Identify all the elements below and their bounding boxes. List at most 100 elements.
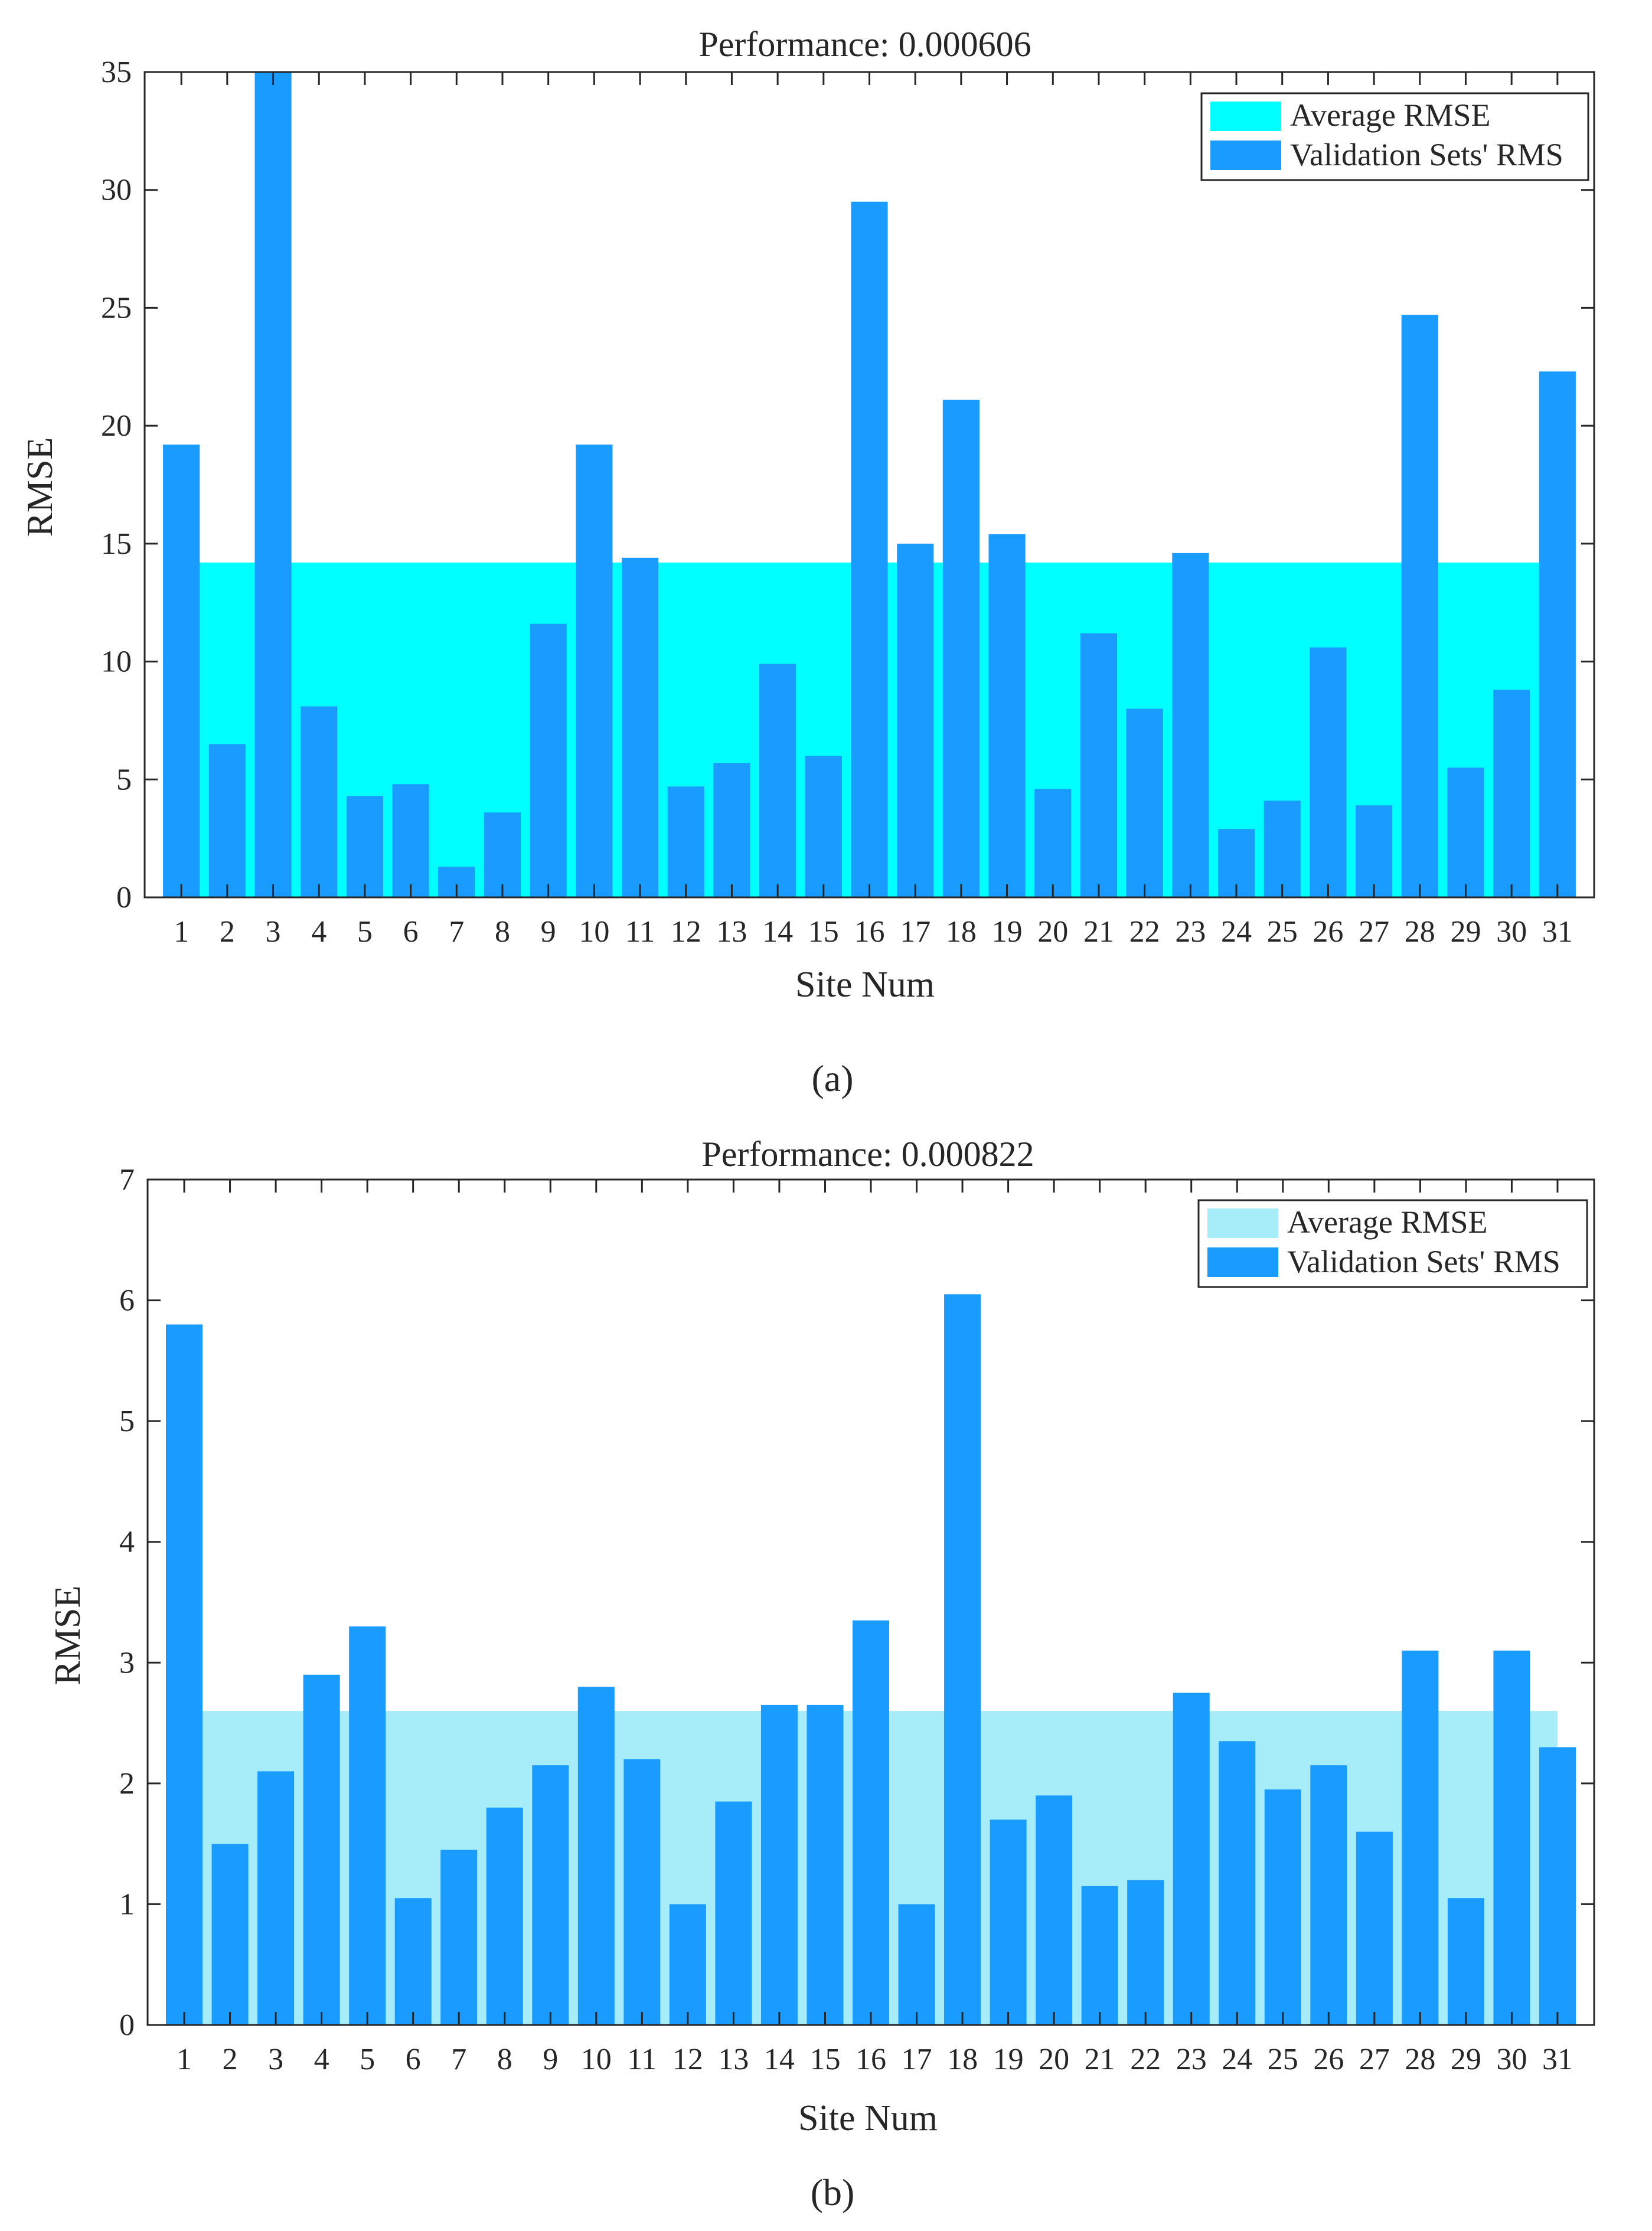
x-tick-label: 3 <box>268 2043 283 2076</box>
x-tick-label: 30 <box>1496 2043 1527 2076</box>
bar-site-27 <box>1356 805 1393 897</box>
chart-b-legend: Average RMSE Validation Sets' RMS <box>1197 1199 1588 1288</box>
bar-site-5 <box>349 1626 386 2025</box>
y-tick-label: 2 <box>119 1767 135 1801</box>
x-tick-label: 7 <box>449 915 464 949</box>
bar-site-12 <box>667 786 704 897</box>
bar-site-4 <box>301 706 338 897</box>
x-tick-label: 12 <box>672 2043 703 2076</box>
x-tick-label: 26 <box>1313 915 1343 949</box>
legend-b-label-average: Average RMSE <box>1287 1204 1487 1240</box>
x-tick-label: 13 <box>716 915 747 949</box>
bar-site-20 <box>1036 1795 1073 2025</box>
bar-site-13 <box>713 763 750 897</box>
x-tick-label: 10 <box>579 915 609 949</box>
bar-site-6 <box>394 1898 432 2025</box>
y-tick-label: 0 <box>116 881 132 914</box>
x-tick-label: 16 <box>854 915 885 949</box>
chart-a-title: Performance: 0.000606 <box>698 25 1031 64</box>
bar-site-31 <box>1539 1747 1576 2025</box>
bar-site-3 <box>254 72 292 897</box>
x-tick-label: 5 <box>360 2043 375 2076</box>
bar-site-25 <box>1264 1789 1301 2025</box>
bar-site-8 <box>486 1807 523 2025</box>
panel-b-label: (b) <box>811 2171 855 2213</box>
x-tick-label: 8 <box>495 915 510 949</box>
bar-site-5 <box>346 796 383 897</box>
x-tick-label: 3 <box>266 915 281 949</box>
bar-site-23 <box>1173 1693 1210 2025</box>
x-tick-label: 2 <box>220 915 235 949</box>
y-tick-label: 10 <box>101 645 132 679</box>
bar-site-20 <box>1034 789 1072 897</box>
x-tick-label: 13 <box>718 2043 749 2076</box>
x-tick-label: 26 <box>1313 2043 1344 2076</box>
y-tick-label: 35 <box>101 55 132 89</box>
x-tick-label: 21 <box>1083 915 1114 949</box>
x-tick-label: 19 <box>993 2043 1024 2076</box>
x-tick-label: 29 <box>1451 2043 1481 2076</box>
bar-site-29 <box>1447 767 1484 897</box>
legend-a-label-bars: Validation Sets' RMS <box>1290 137 1563 172</box>
x-tick-label: 9 <box>541 915 556 949</box>
x-tick-label: 6 <box>406 2043 421 2076</box>
bar-site-26 <box>1310 1765 1347 2025</box>
chart-a-xlabel: Site Num <box>795 965 935 1005</box>
chart-a-ylabel: RMSE <box>20 437 60 537</box>
x-tick-label: 23 <box>1175 915 1206 949</box>
bar-site-13 <box>715 1801 752 2025</box>
bar-site-1 <box>163 445 200 897</box>
legend-a-swatch-average <box>1210 102 1281 131</box>
x-tick-label: 10 <box>581 2043 612 2076</box>
legend-a-label-average: Average RMSE <box>1290 97 1490 133</box>
y-tick-label: 25 <box>101 291 132 325</box>
x-tick-label: 14 <box>764 2043 795 2076</box>
bar-site-15 <box>805 756 842 897</box>
y-tick-label: 1 <box>119 1887 135 1921</box>
chart-b-bars <box>166 1294 1576 2025</box>
bar-site-19 <box>990 1820 1027 2025</box>
x-tick-label: 15 <box>808 915 839 949</box>
x-tick-label: 20 <box>1039 2043 1069 2076</box>
x-tick-label: 4 <box>314 2043 329 2076</box>
y-tick-label: 20 <box>101 409 132 443</box>
bar-site-22 <box>1127 1880 1164 2025</box>
x-tick-label: 12 <box>671 915 701 949</box>
x-tick-label: 31 <box>1542 915 1573 949</box>
bar-site-9 <box>530 623 567 897</box>
x-tick-label: 25 <box>1268 2043 1298 2076</box>
x-tick-label: 6 <box>403 915 419 949</box>
chart-a-x-ticks: 1 2 3 4 5 6 7 8 9 10 11 12 13 14 15 16 17 18 19 20 21 22 23 24 2… <box>174 72 1573 949</box>
x-tick-label: 15 <box>809 2043 840 2076</box>
x-tick-label: 14 <box>762 915 793 949</box>
y-tick-label: 4 <box>119 1526 135 1559</box>
x-tick-label: 27 <box>1359 2043 1390 2076</box>
bar-site-18 <box>944 1294 981 2025</box>
x-tick-label: 18 <box>946 915 977 949</box>
bar-site-7 <box>440 1850 478 2025</box>
bar-site-11 <box>623 1759 661 2025</box>
x-tick-label: 18 <box>947 2043 978 2076</box>
panel-a-label: (a) <box>811 1057 853 1099</box>
x-tick-label: 11 <box>627 2043 657 2076</box>
bar-site-17 <box>898 1904 935 2025</box>
x-tick-label: 28 <box>1405 915 1435 949</box>
x-tick-label: 22 <box>1130 2043 1161 2076</box>
x-tick-label: 25 <box>1267 915 1298 949</box>
x-tick-label: 20 <box>1037 915 1068 949</box>
bar-site-24 <box>1219 1741 1256 2025</box>
x-tick-label: 16 <box>856 2043 886 2076</box>
x-tick-label: 17 <box>900 915 931 949</box>
bar-site-15 <box>807 1704 844 2025</box>
x-tick-label: 27 <box>1359 915 1389 949</box>
x-tick-label: 11 <box>625 915 655 949</box>
x-tick-label: 1 <box>177 2043 192 2076</box>
bar-site-28 <box>1402 1650 1439 2025</box>
y-tick-label: 15 <box>101 527 132 561</box>
bar-site-19 <box>988 534 1026 897</box>
chart-b-xlabel: Site Num <box>798 2098 938 2138</box>
bar-site-11 <box>621 557 659 897</box>
bar-site-30 <box>1493 690 1530 897</box>
x-tick-label: 23 <box>1176 2043 1207 2076</box>
